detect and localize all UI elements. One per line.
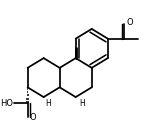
Text: O: O [30, 113, 37, 122]
Text: HO: HO [0, 99, 13, 108]
Text: H: H [45, 99, 51, 108]
Text: H: H [79, 99, 85, 108]
Text: O: O [126, 18, 133, 26]
